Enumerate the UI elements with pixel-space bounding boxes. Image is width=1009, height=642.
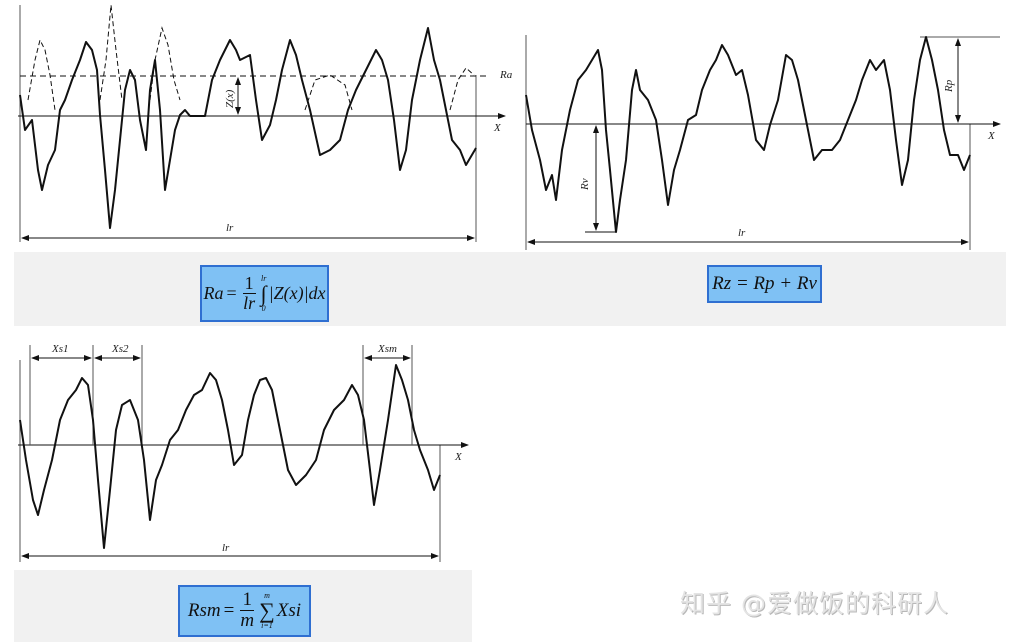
watermark: 知乎 @爱做饭的科研人 xyxy=(680,589,949,618)
ra-reflected-profile xyxy=(304,74,353,111)
rsm-axis-label: X xyxy=(454,451,463,463)
ra-integrand: |Z(x)|dx xyxy=(268,283,326,303)
ra-reflected-profile xyxy=(27,38,56,111)
rp-label: Rp xyxy=(943,79,955,93)
rsm-lower: i=1 xyxy=(261,621,273,630)
ra-mean-label: Ra xyxy=(499,69,513,81)
ra-den: lr xyxy=(243,292,256,313)
rz-profile xyxy=(525,36,971,233)
ra-reflected-profile xyxy=(149,26,181,101)
rsm-term: Xsi xyxy=(276,600,302,621)
rsm-profile xyxy=(19,364,441,549)
ra-formula-eq: = xyxy=(226,283,237,303)
rsm-sum: m ∑ i=1 xyxy=(259,592,275,630)
rsm-num: 1 xyxy=(240,589,254,612)
rsm-formula-lhs: Rsm xyxy=(187,600,221,621)
formula-band-top xyxy=(14,252,1006,326)
integral-sign: ∫ xyxy=(260,280,267,306)
rz-formula-box: Rz = Rp + Rv xyxy=(707,265,822,303)
ra-integral: lr ∫ 0 xyxy=(260,273,267,313)
rsm-upper: m xyxy=(264,591,270,600)
xsm-label: Xsm xyxy=(377,343,397,355)
ra-formula-lhs: Ra xyxy=(203,283,224,303)
z-label: Z(x) xyxy=(224,89,236,108)
rsm-formula-eq: = xyxy=(223,600,235,621)
xs2-label: Xs2 xyxy=(111,343,129,355)
ra-fraction: 1 lr xyxy=(242,272,256,314)
rv-label: Rv xyxy=(579,178,591,191)
rz-axis-label: X xyxy=(987,130,996,142)
ra-reflected-profile xyxy=(99,4,123,101)
xs1-label: Xs1 xyxy=(51,343,69,355)
rsm-length-label: lr xyxy=(222,542,230,554)
ra-formula-box: Ra = 1 lr lr ∫ 0 |Z(x)|dx xyxy=(200,265,329,322)
ra-length-label: lr xyxy=(226,222,234,234)
sum-sign: ∑ xyxy=(259,598,275,623)
ra-reflected-profile xyxy=(449,67,475,111)
ra-axis-label: X xyxy=(493,122,502,134)
rz-length-label: lr xyxy=(738,227,746,239)
ra-upper: lr xyxy=(260,273,267,283)
ra-lower: 0 xyxy=(261,303,266,313)
ra-num: 1 xyxy=(242,272,256,294)
ra-profile xyxy=(19,27,477,229)
rsm-den: m xyxy=(240,610,255,632)
